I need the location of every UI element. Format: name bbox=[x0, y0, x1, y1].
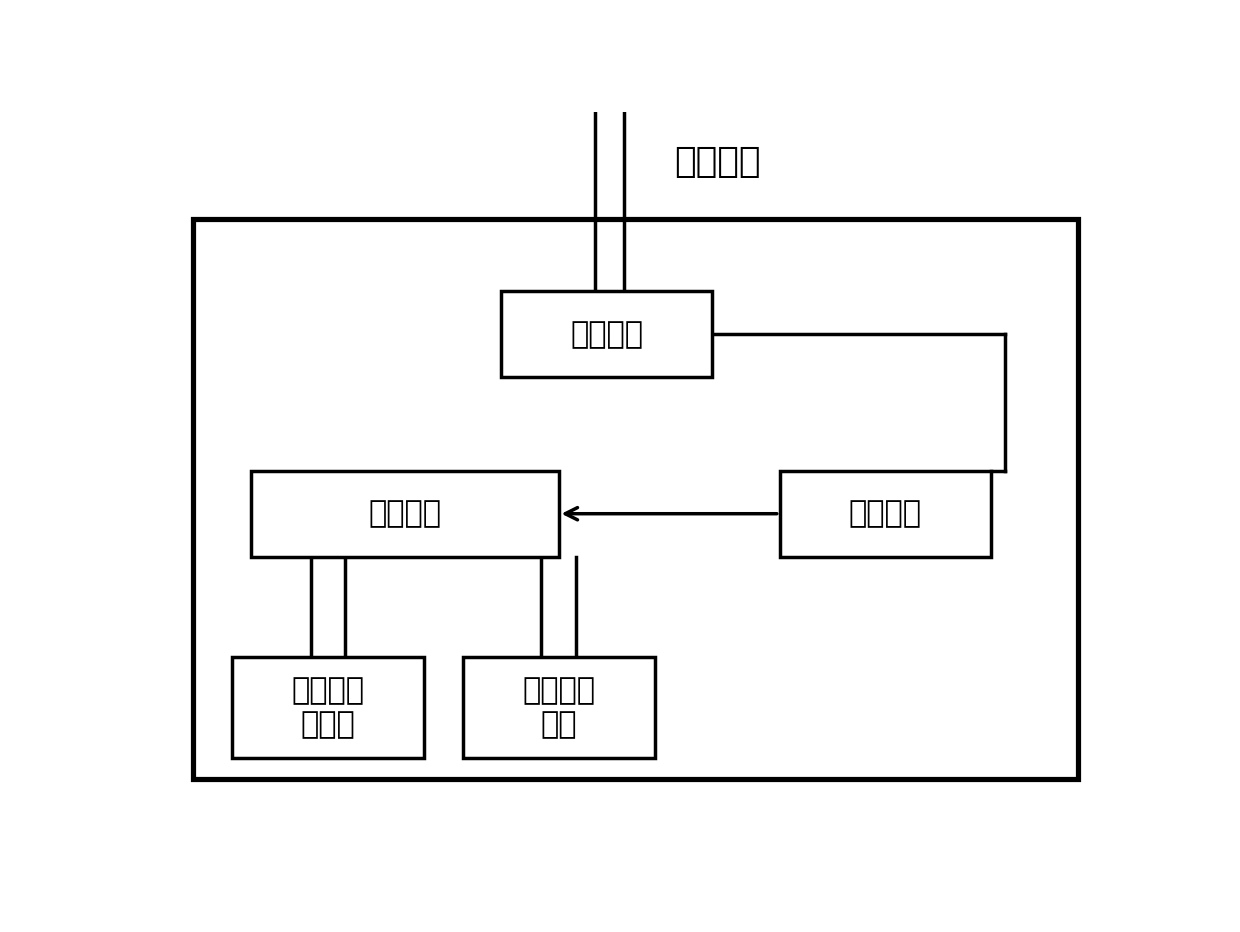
Text: 控制电路: 控制电路 bbox=[849, 500, 921, 528]
Bar bbox=[463, 657, 655, 758]
Bar bbox=[250, 471, 559, 556]
Bar bbox=[232, 657, 424, 758]
Text: 检测电路: 检测电路 bbox=[570, 320, 644, 349]
Text: 超级电容
组阵列: 超级电容 组阵列 bbox=[291, 677, 365, 739]
Text: 变换电路: 变换电路 bbox=[368, 500, 441, 528]
Bar bbox=[501, 291, 712, 377]
Text: 直流母线: 直流母线 bbox=[675, 145, 760, 179]
Text: 蓄电池组
阵列: 蓄电池组 阵列 bbox=[522, 677, 595, 739]
Bar bbox=[193, 220, 1078, 779]
Bar bbox=[780, 471, 991, 556]
